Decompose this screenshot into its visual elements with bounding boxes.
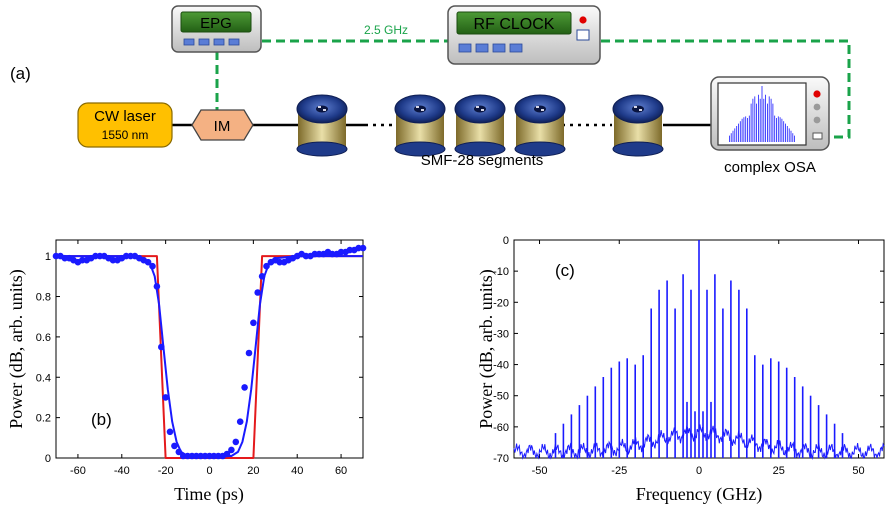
measured-point bbox=[228, 447, 235, 454]
y-tick-label: 0.4 bbox=[36, 372, 51, 384]
x-tick-label: 25 bbox=[773, 465, 785, 477]
fiber-spool-icon bbox=[395, 95, 445, 156]
measured-point bbox=[254, 289, 261, 296]
osa-device bbox=[711, 77, 829, 150]
x-tick-label: -40 bbox=[114, 465, 130, 477]
x-tick-label: -25 bbox=[611, 465, 627, 477]
chart-c: -50 -25 0 25 50-70-60-50-40-30-20-100 (c) Fr… bbox=[476, 235, 884, 505]
chart-c-panel-label: (c) bbox=[555, 261, 575, 280]
measured-point bbox=[149, 263, 156, 270]
measured-point bbox=[237, 418, 244, 425]
rf-output-port-icon bbox=[577, 30, 589, 40]
x-tick-label: 0 bbox=[696, 465, 702, 477]
measured-point bbox=[241, 384, 248, 391]
epg-label: EPG bbox=[200, 15, 232, 32]
measured-point bbox=[250, 320, 257, 327]
x-tick-label: 0 bbox=[206, 465, 212, 477]
measured-point bbox=[259, 273, 266, 280]
y-tick-label: 0 bbox=[503, 235, 509, 247]
y-tick-label: 0.2 bbox=[36, 413, 51, 425]
chart-b-xlabel: Time (ps) bbox=[174, 484, 244, 505]
osa-port-icon bbox=[813, 133, 822, 139]
x-tick-label: -20 bbox=[158, 465, 174, 477]
chart-b-ylabel: Power (dB, arb. units) bbox=[6, 269, 27, 428]
y-tick-label: 0.6 bbox=[36, 332, 51, 344]
clock-frequency-label: 2.5 GHz bbox=[364, 23, 408, 37]
chart-b-ticks: -60 -40 -20 0 20 40 60 0 0.2 0.4 0.6 0.8 1 bbox=[36, 240, 363, 477]
intensity-modulator: IM bbox=[192, 110, 253, 140]
fiber-spool-icon bbox=[613, 95, 663, 156]
fiber-spool-icon bbox=[297, 95, 347, 156]
measured-point bbox=[162, 394, 169, 401]
chart-b-panel-label: (b) bbox=[91, 410, 112, 429]
x-tick-label: 60 bbox=[335, 465, 347, 477]
y-tick-label: 1 bbox=[45, 251, 51, 263]
chart-b: -60 -40 -20 0 20 40 60 0 0.2 0.4 0.6 0.8 1 (b) Time … bbox=[6, 240, 366, 505]
x-tick-label: -60 bbox=[70, 465, 86, 477]
rf-clock-label: RF CLOCK bbox=[474, 16, 555, 33]
osa-knob-icon bbox=[814, 104, 821, 111]
cw-laser-wavelength: 1550 nm bbox=[102, 128, 149, 142]
osa-knob-icon bbox=[814, 117, 821, 124]
y-tick-label: 0.8 bbox=[36, 292, 51, 304]
chart-c-ylabel: Power (dB, arb. units) bbox=[476, 269, 497, 428]
fiber-spool-icon bbox=[515, 95, 565, 156]
panel-a-label: (a) bbox=[10, 64, 31, 83]
x-tick-label: 20 bbox=[247, 465, 259, 477]
osa-label: complex OSA bbox=[724, 159, 816, 176]
epg-device: EPG bbox=[172, 6, 261, 52]
measured-point bbox=[154, 283, 161, 290]
modulator-label: IM bbox=[214, 118, 231, 135]
panel-a: (a) 2.5 GHz EPG RF CLOCK bbox=[10, 6, 849, 176]
x-tick-label: 40 bbox=[291, 465, 303, 477]
cw-laser-label: CW laser bbox=[94, 108, 156, 125]
x-tick-label: 50 bbox=[852, 465, 864, 477]
cw-laser: CW laser 1550 nm bbox=[78, 103, 172, 147]
fiber-spool-icon bbox=[455, 95, 505, 156]
measured-point bbox=[246, 350, 253, 357]
x-tick-label: -50 bbox=[532, 465, 548, 477]
y-tick-label: 0 bbox=[45, 453, 51, 465]
power-led-icon bbox=[579, 16, 586, 23]
osa-power-led-icon bbox=[813, 90, 820, 97]
chart-c-xlabel: Frequency (GHz) bbox=[636, 484, 762, 505]
measured-point bbox=[360, 245, 367, 252]
measured-point bbox=[158, 344, 165, 351]
chart-c-ticks: -50 -25 0 25 50-70-60-50-40-30-20-100 bbox=[493, 235, 884, 477]
fiber-segments-label: SMF-28 segments bbox=[421, 152, 544, 169]
rf-clock-device: RF CLOCK bbox=[448, 6, 600, 64]
y-tick-label: -70 bbox=[493, 453, 509, 465]
measured-point bbox=[171, 443, 178, 450]
measured-point bbox=[167, 429, 174, 436]
measured-point bbox=[233, 439, 240, 446]
